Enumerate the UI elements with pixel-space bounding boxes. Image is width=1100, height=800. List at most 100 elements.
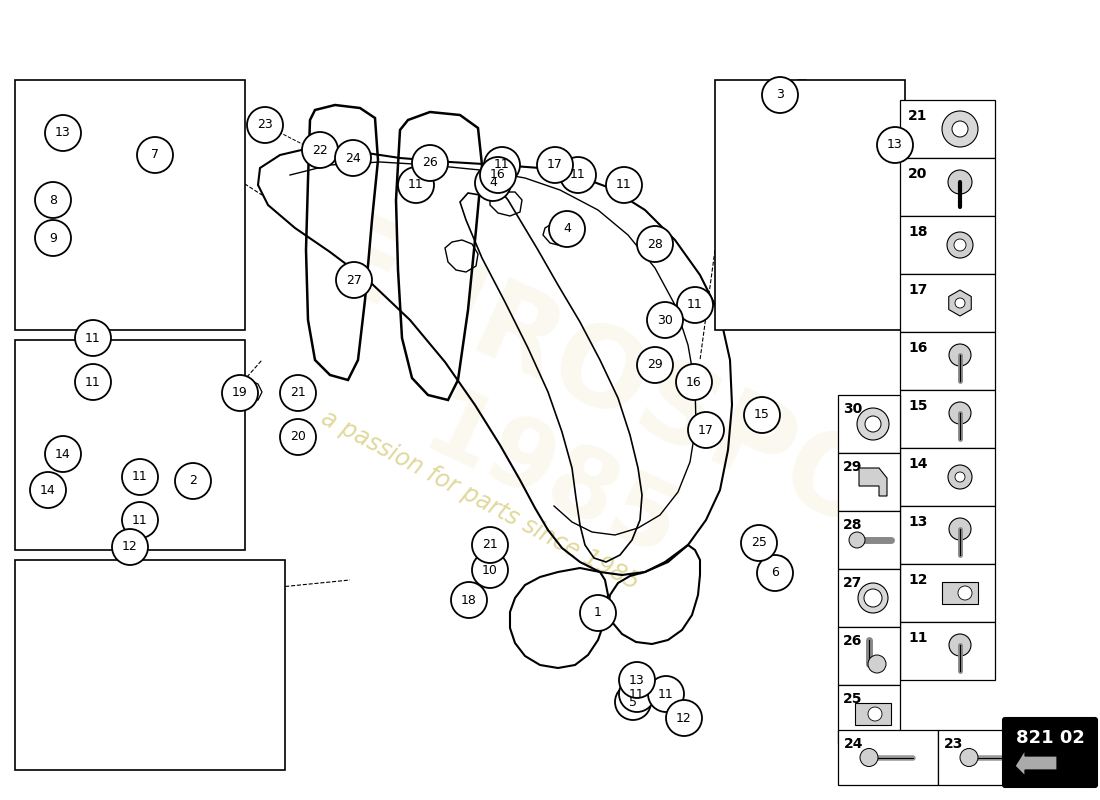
Circle shape bbox=[75, 364, 111, 400]
Circle shape bbox=[472, 552, 508, 588]
Text: 16: 16 bbox=[686, 375, 702, 389]
Text: 11: 11 bbox=[658, 687, 674, 701]
FancyBboxPatch shape bbox=[900, 506, 996, 564]
Circle shape bbox=[615, 684, 651, 720]
FancyBboxPatch shape bbox=[838, 685, 900, 743]
Text: 11: 11 bbox=[629, 687, 645, 701]
Polygon shape bbox=[728, 148, 750, 168]
Text: 18: 18 bbox=[908, 225, 927, 239]
Circle shape bbox=[648, 676, 684, 712]
Circle shape bbox=[280, 375, 316, 411]
Circle shape bbox=[472, 527, 508, 563]
Polygon shape bbox=[306, 105, 378, 380]
Circle shape bbox=[676, 287, 713, 323]
Circle shape bbox=[942, 111, 978, 147]
Text: 28: 28 bbox=[843, 518, 862, 532]
FancyBboxPatch shape bbox=[900, 100, 996, 158]
Polygon shape bbox=[30, 578, 200, 604]
Circle shape bbox=[336, 262, 372, 298]
Polygon shape bbox=[45, 635, 120, 670]
FancyBboxPatch shape bbox=[15, 80, 245, 330]
Circle shape bbox=[757, 555, 793, 591]
Circle shape bbox=[864, 589, 882, 607]
Text: EUROSPO: EUROSPO bbox=[305, 204, 895, 556]
Text: 27: 27 bbox=[346, 274, 362, 286]
Circle shape bbox=[35, 182, 72, 218]
FancyBboxPatch shape bbox=[900, 448, 996, 506]
Text: 18: 18 bbox=[461, 594, 477, 606]
Text: 20: 20 bbox=[290, 430, 306, 443]
Text: 14: 14 bbox=[40, 483, 56, 497]
Text: 11: 11 bbox=[494, 158, 510, 171]
FancyBboxPatch shape bbox=[942, 582, 978, 604]
Circle shape bbox=[949, 634, 971, 656]
Text: 4: 4 bbox=[563, 222, 571, 235]
Polygon shape bbox=[859, 468, 887, 496]
Circle shape bbox=[537, 147, 573, 183]
Text: 26: 26 bbox=[422, 157, 438, 170]
Polygon shape bbox=[722, 105, 808, 210]
Text: 13: 13 bbox=[908, 515, 927, 529]
Text: 21: 21 bbox=[908, 109, 927, 123]
Circle shape bbox=[877, 127, 913, 163]
Polygon shape bbox=[790, 80, 812, 96]
Circle shape bbox=[606, 167, 642, 203]
Circle shape bbox=[35, 220, 72, 256]
Circle shape bbox=[45, 115, 81, 151]
Text: 21: 21 bbox=[482, 538, 498, 551]
Text: 27: 27 bbox=[843, 576, 862, 590]
Circle shape bbox=[560, 157, 596, 193]
Circle shape bbox=[122, 502, 158, 538]
FancyBboxPatch shape bbox=[15, 340, 245, 550]
FancyBboxPatch shape bbox=[900, 216, 996, 274]
Circle shape bbox=[619, 662, 654, 698]
Text: 11: 11 bbox=[132, 514, 147, 526]
Text: 1: 1 bbox=[594, 606, 602, 619]
FancyBboxPatch shape bbox=[838, 627, 900, 685]
Text: 16: 16 bbox=[491, 169, 506, 182]
Circle shape bbox=[112, 529, 148, 565]
Text: 1985: 1985 bbox=[408, 381, 692, 579]
Circle shape bbox=[75, 320, 111, 356]
Circle shape bbox=[676, 364, 712, 400]
Text: 19: 19 bbox=[232, 386, 248, 399]
Circle shape bbox=[954, 239, 966, 251]
Text: 17: 17 bbox=[698, 423, 714, 437]
Text: 12: 12 bbox=[676, 711, 692, 725]
Circle shape bbox=[280, 419, 316, 455]
Text: 13: 13 bbox=[55, 126, 70, 139]
Polygon shape bbox=[50, 220, 116, 247]
Text: 11: 11 bbox=[616, 178, 631, 191]
Text: 14: 14 bbox=[908, 457, 927, 471]
Text: 13: 13 bbox=[629, 674, 645, 686]
FancyBboxPatch shape bbox=[15, 560, 285, 770]
Circle shape bbox=[865, 416, 881, 432]
Text: a passion for parts since 1985: a passion for parts since 1985 bbox=[317, 406, 644, 594]
FancyBboxPatch shape bbox=[715, 80, 905, 330]
Circle shape bbox=[849, 532, 865, 548]
Polygon shape bbox=[948, 290, 971, 316]
Polygon shape bbox=[396, 112, 482, 400]
Text: 30: 30 bbox=[657, 314, 673, 326]
Text: 12: 12 bbox=[908, 573, 927, 587]
Text: 25: 25 bbox=[843, 692, 862, 706]
Text: 22: 22 bbox=[312, 143, 328, 157]
Circle shape bbox=[637, 347, 673, 383]
Text: 23: 23 bbox=[257, 118, 273, 131]
Text: 29: 29 bbox=[843, 460, 862, 474]
Text: 24: 24 bbox=[345, 151, 361, 165]
FancyBboxPatch shape bbox=[838, 730, 938, 785]
Circle shape bbox=[860, 749, 878, 766]
Circle shape bbox=[248, 107, 283, 143]
Polygon shape bbox=[84, 103, 182, 184]
Circle shape bbox=[122, 459, 158, 495]
Circle shape bbox=[451, 582, 487, 618]
Polygon shape bbox=[150, 480, 214, 540]
Circle shape bbox=[412, 145, 448, 181]
Text: 15: 15 bbox=[755, 409, 770, 422]
Text: 11: 11 bbox=[408, 178, 424, 191]
Circle shape bbox=[647, 302, 683, 338]
Text: 26: 26 bbox=[843, 634, 862, 648]
Circle shape bbox=[580, 595, 616, 631]
FancyBboxPatch shape bbox=[900, 564, 996, 622]
